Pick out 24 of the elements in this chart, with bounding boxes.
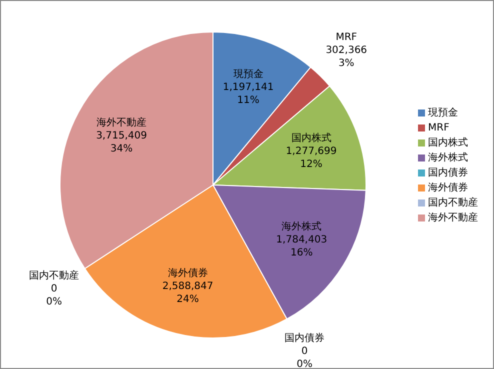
data-label: 1,277,699 12% xyxy=(286,146,337,170)
legend-label: 海外債券 xyxy=(428,182,468,194)
legend-label: 国内債券 xyxy=(428,166,468,179)
legend-label: 国内株式 xyxy=(428,136,468,149)
data-label: 302,366 3% xyxy=(326,44,368,69)
slice-label: 海外不動産 xyxy=(96,116,147,128)
legend-label: 海外不動産 xyxy=(428,212,478,224)
legend-label: MRF xyxy=(428,122,450,134)
slice-label: MRF xyxy=(336,32,358,43)
category-label: 国内債券 xyxy=(284,332,325,344)
slice-label: 海外債券 xyxy=(168,266,208,279)
slice-label: 現預金 xyxy=(233,68,264,80)
legend-label: 現預金 xyxy=(428,106,458,119)
legend-label: 国内不動産 xyxy=(428,196,478,209)
category-label: 国内不動産 xyxy=(29,270,80,282)
data-label: 3,715,409 34% xyxy=(96,130,147,154)
data-label: 1,784,403 16% xyxy=(276,234,328,258)
data-label: 1,197,141 11% xyxy=(222,82,274,106)
slice-label: 国内株式 xyxy=(291,132,332,144)
slice-label: 海外株式 xyxy=(282,220,322,232)
legend-label: 海外株式 xyxy=(428,152,468,164)
text: 0 0% xyxy=(46,283,62,308)
data-label: 2,588,847 24% xyxy=(162,280,214,305)
text: 0 0% xyxy=(296,346,313,369)
